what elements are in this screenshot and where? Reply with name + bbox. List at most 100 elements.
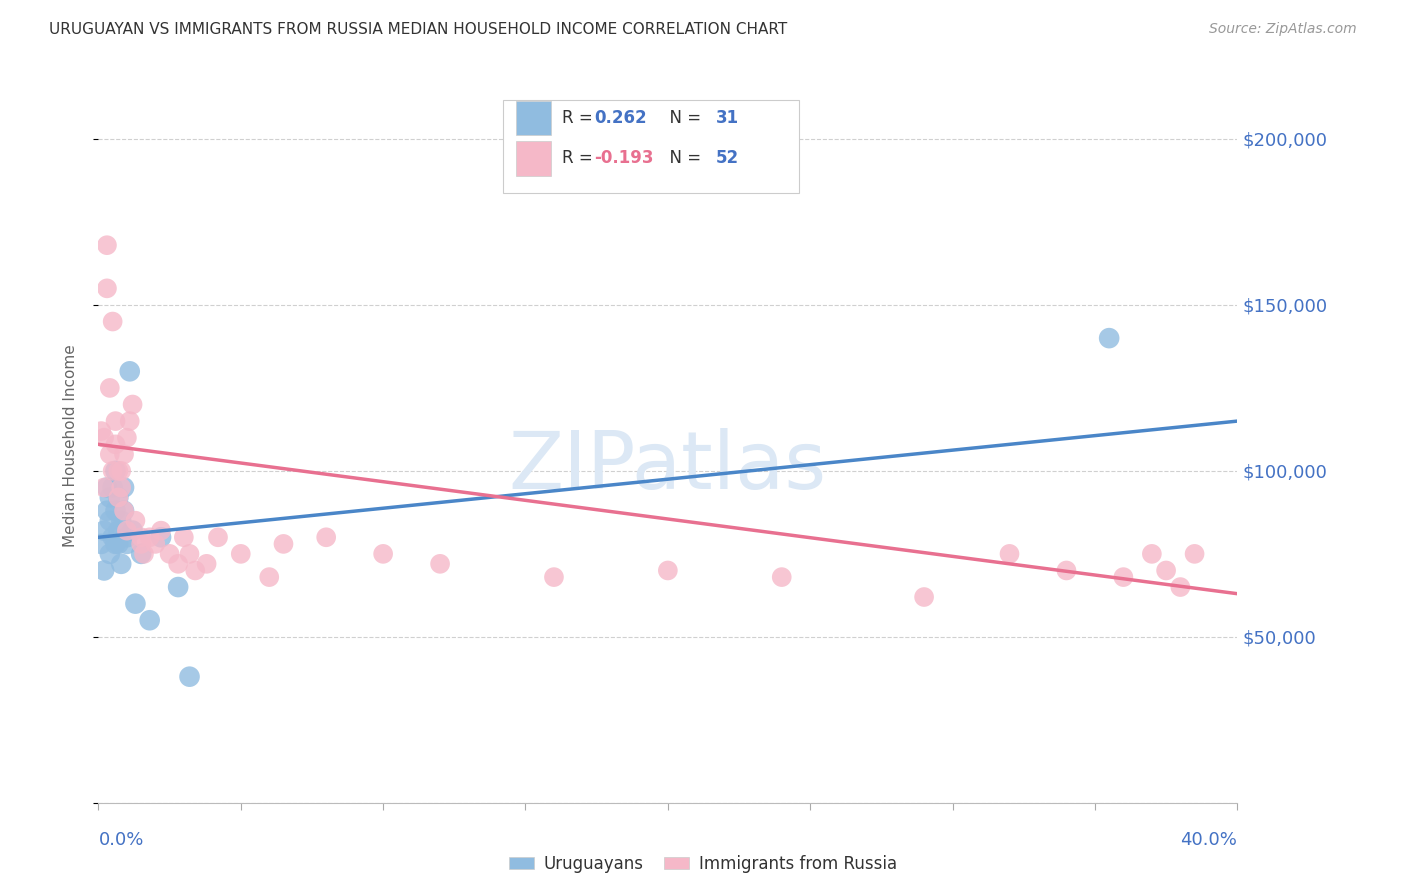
FancyBboxPatch shape [516, 101, 551, 135]
Text: 40.0%: 40.0% [1181, 831, 1237, 849]
Point [110, 464, 132, 478]
Point [96, 504, 118, 518]
Point [1140, 547, 1163, 561]
Point [195, 557, 218, 571]
Point [101, 314, 124, 328]
Point [93, 524, 115, 538]
Point [1170, 580, 1192, 594]
Text: 31: 31 [716, 109, 738, 127]
Point [93, 481, 115, 495]
Point [145, 537, 167, 551]
Point [96, 281, 118, 295]
Point [1184, 547, 1206, 561]
Point [657, 564, 679, 578]
Point [96, 238, 118, 252]
Point [1112, 570, 1135, 584]
Point [373, 547, 395, 561]
Text: R =: R = [562, 150, 598, 168]
Point [115, 530, 138, 544]
Point [104, 537, 127, 551]
Point [179, 670, 201, 684]
Point [207, 530, 229, 544]
Point [167, 580, 190, 594]
Point [112, 504, 135, 518]
Point [229, 547, 252, 561]
Text: N =: N = [659, 150, 706, 168]
Text: Source: ZipAtlas.com: Source: ZipAtlas.com [1209, 22, 1357, 37]
Point [104, 504, 127, 518]
Legend: Uruguayans, Immigrants from Russia: Uruguayans, Immigrants from Russia [502, 848, 904, 880]
Point [159, 547, 181, 561]
Text: 0.262: 0.262 [593, 109, 647, 127]
Point [107, 524, 129, 538]
Point [121, 397, 143, 411]
Point [315, 530, 337, 544]
Point [110, 557, 132, 571]
Point [150, 530, 173, 544]
Text: -0.193: -0.193 [593, 150, 654, 168]
Point [1154, 564, 1177, 578]
Point [167, 557, 190, 571]
Point [138, 613, 160, 627]
Point [101, 464, 124, 478]
Point [90, 537, 112, 551]
Point [98, 514, 121, 528]
FancyBboxPatch shape [516, 141, 551, 176]
Text: 0.0%: 0.0% [98, 831, 143, 849]
Point [543, 570, 565, 584]
Point [184, 564, 207, 578]
Point [104, 414, 127, 428]
Point [118, 414, 141, 428]
Text: URUGUAYAN VS IMMIGRANTS FROM RUSSIA MEDIAN HOUSEHOLD INCOME CORRELATION CHART: URUGUAYAN VS IMMIGRANTS FROM RUSSIA MEDI… [49, 22, 787, 37]
Point [173, 530, 195, 544]
Point [93, 564, 115, 578]
Point [93, 431, 115, 445]
Text: R =: R = [562, 109, 598, 127]
Point [124, 514, 146, 528]
Point [104, 464, 127, 478]
Point [1098, 331, 1121, 345]
Point [179, 547, 201, 561]
Point [110, 514, 132, 528]
Point [107, 464, 129, 478]
Point [96, 481, 118, 495]
Point [129, 537, 152, 551]
Point [912, 590, 935, 604]
FancyBboxPatch shape [503, 100, 799, 193]
Point [115, 524, 138, 538]
Point [107, 537, 129, 551]
Point [107, 491, 129, 505]
Point [98, 491, 121, 505]
Point [104, 437, 127, 451]
Point [107, 491, 129, 505]
Point [112, 447, 135, 461]
Point [1056, 564, 1078, 578]
Text: 52: 52 [716, 150, 738, 168]
Point [112, 504, 135, 518]
Point [998, 547, 1021, 561]
Point [132, 547, 155, 561]
Text: N =: N = [659, 109, 706, 127]
Point [129, 530, 152, 544]
Point [138, 530, 160, 544]
Point [121, 524, 143, 538]
Point [273, 537, 295, 551]
Point [112, 481, 135, 495]
Point [129, 547, 152, 561]
Point [101, 481, 124, 495]
Y-axis label: Median Household Income: Median Household Income [63, 344, 77, 548]
Point [429, 557, 451, 571]
Point [770, 570, 793, 584]
Point [90, 424, 112, 438]
Point [150, 524, 173, 538]
Point [101, 530, 124, 544]
Point [98, 547, 121, 561]
Point [98, 447, 121, 461]
Point [115, 431, 138, 445]
Point [115, 537, 138, 551]
Point [259, 570, 281, 584]
Point [124, 597, 146, 611]
Point [118, 364, 141, 378]
Point [98, 381, 121, 395]
Point [110, 481, 132, 495]
